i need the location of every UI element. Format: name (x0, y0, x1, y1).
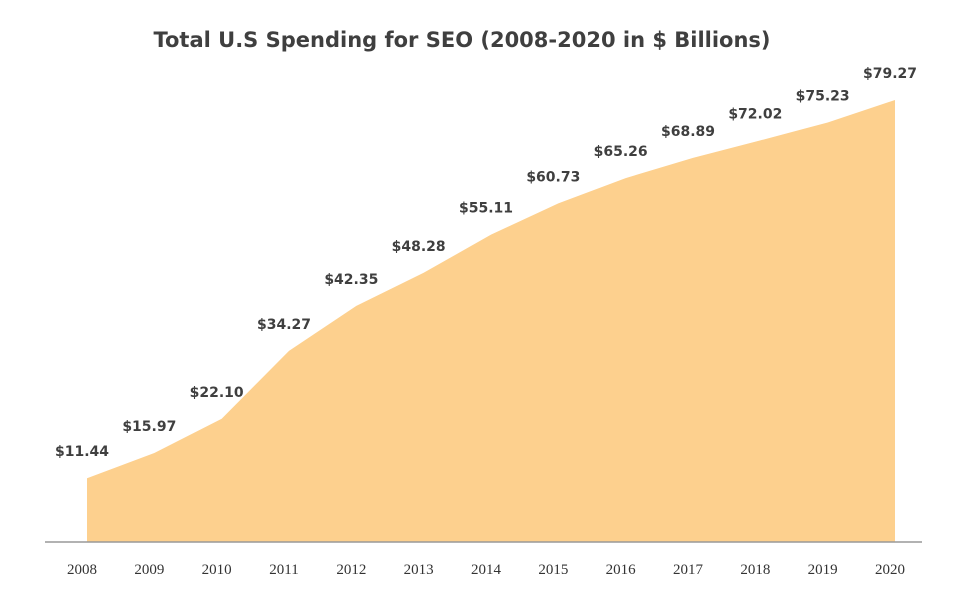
data-label: $15.97 (122, 419, 176, 435)
data-label: $72.02 (728, 106, 782, 122)
data-label: $11.44 (55, 444, 109, 460)
x-tick-label: 2018 (740, 562, 770, 578)
data-label: $22.10 (190, 385, 244, 401)
x-tick-label: 2017 (673, 562, 704, 578)
x-tick-label: 2020 (875, 562, 905, 578)
data-label: $79.27 (863, 66, 917, 82)
x-tick-label: 2019 (808, 562, 838, 578)
area-series (87, 99, 895, 542)
data-label: $34.27 (257, 317, 311, 333)
data-label: $55.11 (459, 201, 513, 217)
x-tick-label: 2014 (471, 562, 502, 578)
data-label: $48.28 (392, 239, 446, 255)
data-labels: $11.44 $15.97 $22.10 $34.27 $42.35 $48.28 $55.… (55, 66, 917, 460)
x-tick-label: 2016 (606, 562, 637, 578)
data-label: $75.23 (796, 88, 850, 104)
x-tick-label: 2013 (404, 562, 434, 578)
x-tick-label: 2015 (538, 562, 568, 578)
data-label: $65.26 (594, 144, 648, 160)
x-tick-label: 2011 (269, 562, 298, 578)
x-tick-labels: 2008 2009 2010 2011 2012 2013 2014 2015 2016 2017… (67, 562, 905, 578)
data-label: $42.35 (324, 272, 378, 288)
area-layer (87, 99, 895, 542)
data-label: $68.89 (661, 124, 715, 140)
data-label: $60.73 (526, 169, 580, 185)
x-tick-label: 2010 (202, 562, 232, 578)
x-tick-label: 2012 (336, 562, 366, 578)
x-tick-label: 2008 (67, 562, 97, 578)
chart-title: Total U.S Spending for SEO (2008-2020 in… (153, 28, 771, 52)
x-tick-label: 2009 (134, 562, 164, 578)
